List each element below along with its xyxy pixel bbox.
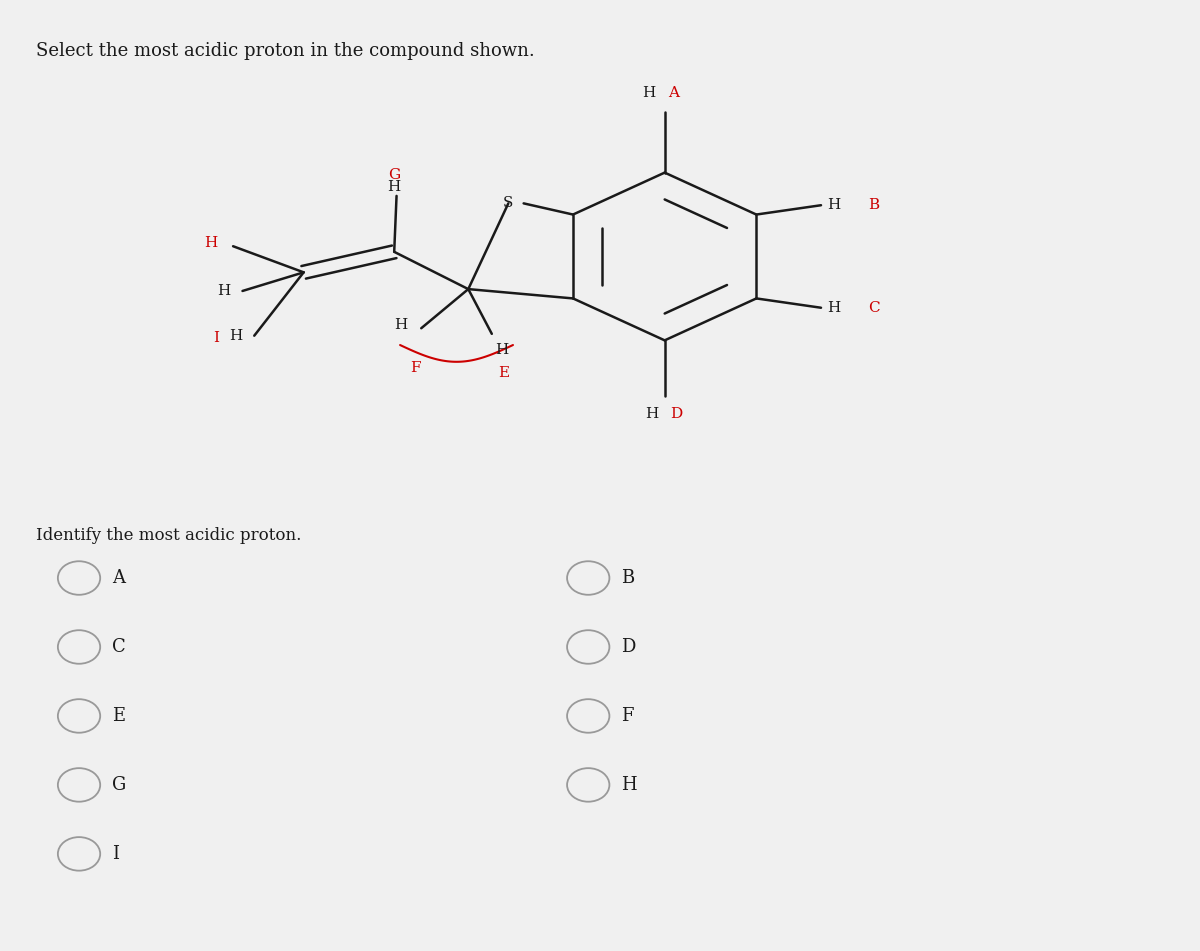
Text: E: E <box>112 707 125 725</box>
Text: H: H <box>622 776 637 794</box>
Text: G: G <box>388 168 401 182</box>
Text: H: H <box>646 407 659 421</box>
Text: H: H <box>827 301 840 315</box>
Text: H: H <box>204 237 218 250</box>
Text: H: H <box>827 198 840 212</box>
Text: H: H <box>496 343 509 358</box>
Text: D: D <box>671 407 683 421</box>
Text: E: E <box>498 366 509 380</box>
Text: A: A <box>668 86 679 100</box>
Text: B: B <box>622 569 635 587</box>
Text: D: D <box>622 638 636 656</box>
Text: H: H <box>388 180 401 194</box>
Text: F: F <box>622 707 634 725</box>
Text: H: H <box>217 284 230 298</box>
Text: C: C <box>112 638 126 656</box>
Text: H: H <box>642 86 655 100</box>
Text: H: H <box>229 329 242 342</box>
Text: I: I <box>112 844 119 863</box>
Text: C: C <box>868 301 880 315</box>
Text: A: A <box>112 569 125 587</box>
Text: S: S <box>503 196 514 210</box>
Text: H: H <box>394 319 407 333</box>
Text: B: B <box>868 198 880 212</box>
Text: I: I <box>212 332 218 345</box>
Text: F: F <box>410 360 421 375</box>
Text: Identify the most acidic proton.: Identify the most acidic proton. <box>36 527 301 544</box>
Text: Select the most acidic proton in the compound shown.: Select the most acidic proton in the com… <box>36 42 534 60</box>
Text: G: G <box>112 776 126 794</box>
